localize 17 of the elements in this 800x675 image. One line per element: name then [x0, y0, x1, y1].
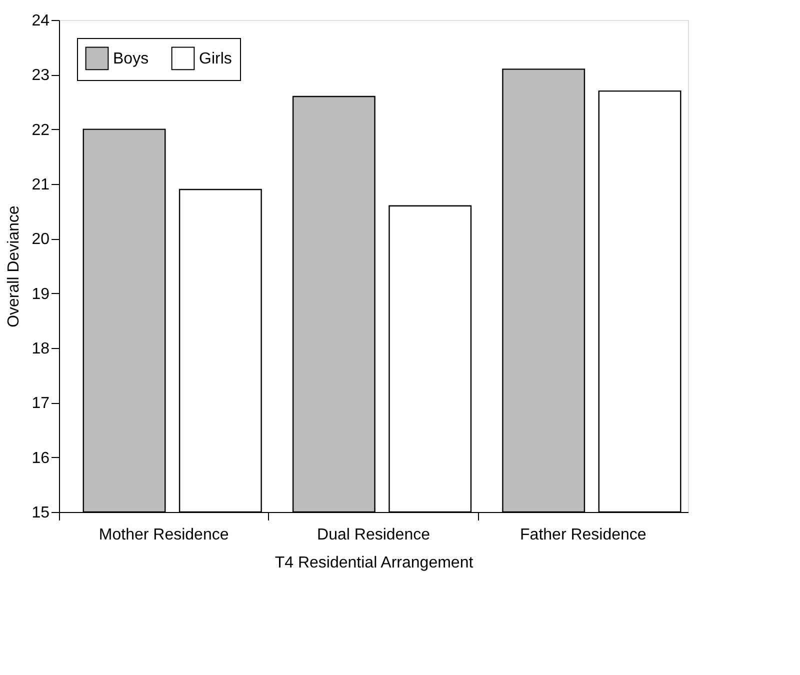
y-tick-label: 16 — [32, 450, 50, 467]
y-tick-label: 22 — [32, 122, 50, 139]
y-tick-label: 15 — [32, 504, 50, 522]
x-axis-title: T4 Residential Arrangement — [274, 554, 474, 572]
y-tick-label: 20 — [32, 231, 50, 248]
x-tick-label: Mother Residence — [98, 526, 229, 544]
y-tick-label: 21 — [32, 176, 50, 194]
legend-label: Boys — [113, 50, 149, 68]
y-axis-title: Overall Deviance — [6, 205, 23, 328]
x-tick-label: Father Residence — [520, 526, 646, 544]
x-tick-label: Dual Residence — [317, 526, 430, 544]
y-tick-label: 19 — [32, 286, 50, 303]
y-tick-label: 18 — [32, 340, 50, 358]
y-tick-label: 17 — [32, 395, 50, 412]
legend-label: Girls — [199, 50, 232, 68]
y-tick-label: 23 — [32, 67, 50, 84]
y-tick-label: 24 — [32, 12, 50, 30]
